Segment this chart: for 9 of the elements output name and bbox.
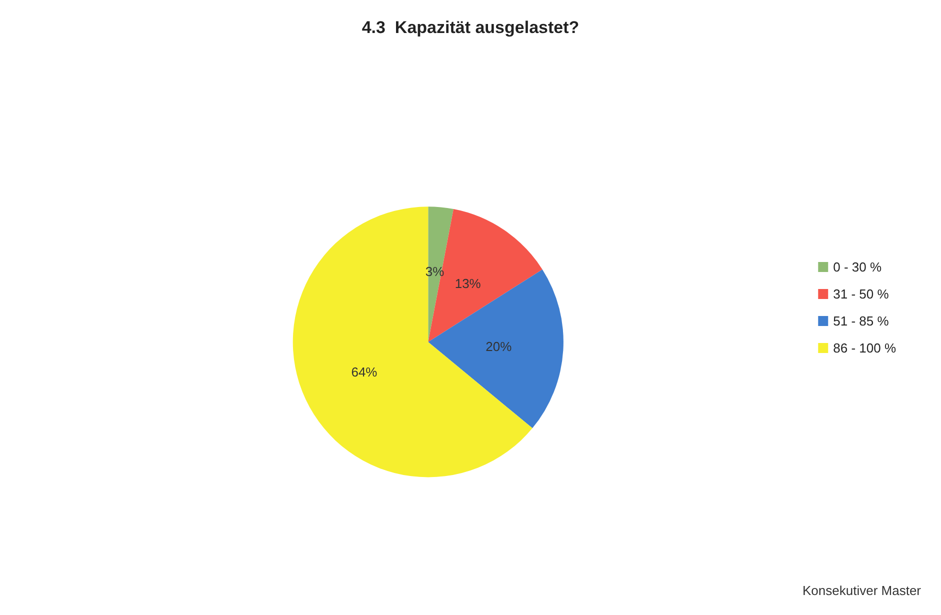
chart-title: 4.3 Kapazität ausgelastet? (362, 18, 580, 37)
legend-label: 51 - 85 % (833, 314, 890, 328)
data-label: 13% (454, 276, 482, 292)
legend-label: 0 - 30 % (833, 260, 882, 274)
legend-label: 31 - 50 % (833, 286, 890, 302)
legend-label: 86 - 100 % (833, 340, 896, 356)
data-label: 64% (351, 364, 378, 380)
data-label: 20% (486, 338, 512, 354)
text: Konsekutiver Master (802, 583, 922, 598)
